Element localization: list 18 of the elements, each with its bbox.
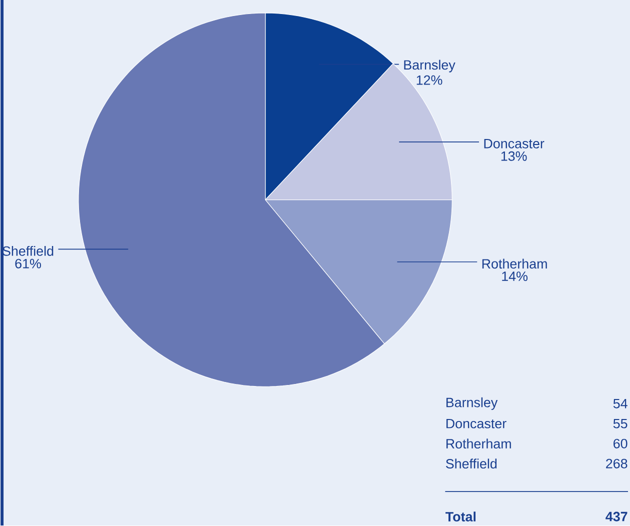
data-label: 12% [416, 76, 442, 86]
slice-label: Rotherham [482, 258, 547, 269]
text: 268 [606, 459, 628, 469]
slice-label: Sheffield [2, 246, 54, 256]
text: Total [446, 512, 476, 522]
data-label: 14% [502, 272, 528, 282]
data-label: 13% [501, 152, 527, 162]
data-label: 61% [15, 259, 41, 269]
slice-label: Barnsley [404, 60, 456, 73]
slice-label: Doncaster [484, 139, 544, 149]
text: Barnsley [446, 398, 498, 410]
text: Sheffield [446, 458, 497, 469]
text: Rotherham [446, 438, 511, 449]
text: Doncaster [446, 419, 506, 429]
text: 54 [613, 399, 628, 409]
text: 437 [606, 512, 628, 522]
text: 60 [614, 439, 628, 449]
text: 55 [613, 419, 628, 429]
